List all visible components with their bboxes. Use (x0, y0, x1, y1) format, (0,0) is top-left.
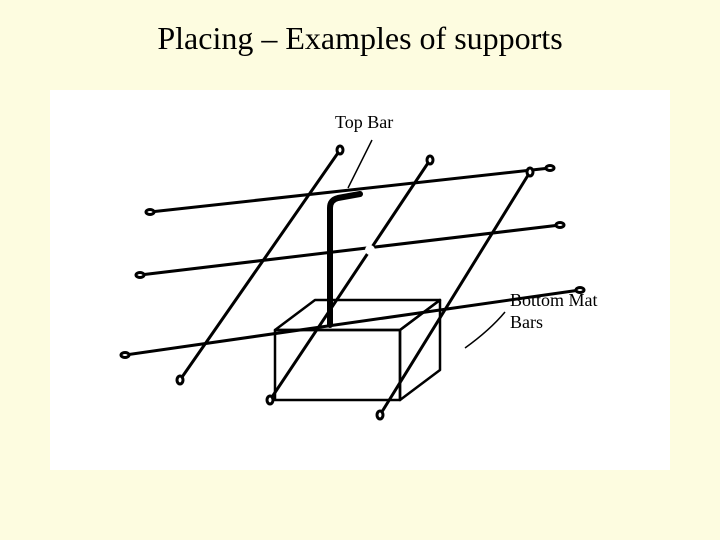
diagram-container: Top Bar Bottom Mat Bars (50, 90, 670, 470)
label-bottom-mat-line2: Bars (510, 312, 543, 332)
label-bottom-mat: Bottom Mat Bars (510, 290, 598, 333)
label-top-bar: Top Bar (335, 112, 393, 133)
bottom-mat-diagonal-bars (177, 146, 533, 419)
slide-title: Placing – Examples of supports (0, 20, 720, 57)
support-diagram (50, 90, 670, 470)
label-bottom-mat-line1: Bottom Mat (510, 290, 598, 310)
highlight-dot (365, 245, 375, 255)
callout-lines (348, 140, 505, 348)
